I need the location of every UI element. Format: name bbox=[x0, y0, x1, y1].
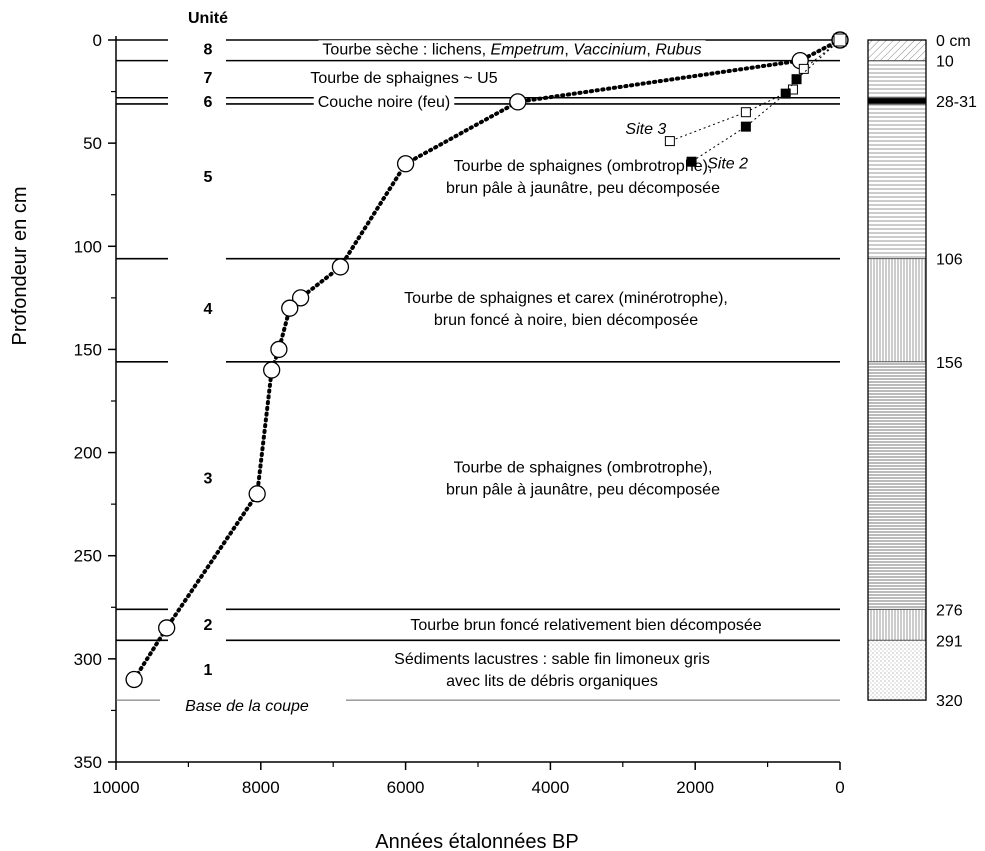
data-point-square-filled bbox=[686, 156, 697, 167]
column-depth-label: 291 bbox=[936, 633, 963, 650]
y-tick-label: 150 bbox=[74, 340, 102, 359]
series-label: Site 2 bbox=[707, 156, 748, 173]
base-label: Base de la coupe bbox=[185, 698, 309, 715]
unit-number: 8 bbox=[204, 41, 213, 58]
series-label: Site 3 bbox=[625, 121, 666, 138]
y-tick-label: 50 bbox=[83, 134, 102, 153]
x-tick-label: 4000 bbox=[531, 778, 569, 797]
column-depth-label: 10 bbox=[936, 54, 954, 71]
column-layer bbox=[868, 60, 926, 98]
label-background bbox=[318, 40, 706, 60]
unit-labels: 8 Tourbe sèche : lichens, Empetrum, Vacci… bbox=[204, 40, 762, 690]
y-tick-label: 300 bbox=[74, 650, 102, 669]
data-point-circle bbox=[331, 258, 350, 276]
data-point-square-open bbox=[798, 63, 809, 74]
unit-description: Tourbe sèche : lichens, Empetrum, Vaccin… bbox=[322, 41, 701, 58]
y-tick-label: 200 bbox=[74, 444, 102, 463]
column-layer bbox=[868, 103, 926, 259]
unit-number: 7 bbox=[204, 70, 213, 87]
data-point-circle bbox=[263, 361, 281, 379]
column-depth-label: 156 bbox=[936, 355, 963, 372]
y-tick-label: 250 bbox=[74, 547, 102, 566]
unit-description: brun pâle à jaunâtre, peu décomposée bbox=[446, 481, 720, 498]
unit-boundaries: Base de la coupe bbox=[116, 39, 840, 715]
x-axis-title: Années étalonnées BP bbox=[375, 831, 579, 851]
data-point-square-open bbox=[740, 107, 751, 118]
unit-description: Tourbe de sphaignes ~ U5 bbox=[310, 70, 497, 87]
unit-description: Tourbe brun foncé relativement bien déco… bbox=[410, 617, 761, 634]
label-background bbox=[313, 92, 455, 112]
column-layer bbox=[868, 609, 926, 641]
data-point-circle bbox=[396, 155, 415, 173]
data-series: Site 3 Site 2 bbox=[125, 31, 849, 689]
column-depth-label: 276 bbox=[936, 602, 963, 619]
column-depth-label: 106 bbox=[936, 252, 963, 269]
data-point-square-filled bbox=[780, 88, 791, 99]
column-depth-label: 28-31 bbox=[936, 94, 977, 111]
data-point-circle bbox=[248, 485, 266, 503]
stratigraphic-column: 0 cm 10 28-31 106 156 276 291 320 bbox=[867, 33, 977, 710]
unit-number: 4 bbox=[204, 301, 213, 318]
y-tick-label: 0 bbox=[93, 31, 102, 50]
unit-description: brun foncé à noire, bien décomposée bbox=[434, 312, 698, 329]
surface-square bbox=[833, 33, 847, 47]
unit-number: 3 bbox=[204, 470, 213, 487]
column-layer bbox=[868, 40, 926, 61]
column-outline bbox=[867, 39, 927, 701]
data-point-square-filled bbox=[740, 121, 751, 132]
unit-description: Sédiments lacustres : sable fin limoneux… bbox=[394, 651, 710, 668]
data-point-circle bbox=[291, 289, 310, 307]
unit-description: avec lits de débris organiques bbox=[446, 673, 658, 690]
units-header: Unité bbox=[188, 10, 228, 27]
column-layer bbox=[868, 258, 926, 362]
x-tick-label: 0 bbox=[835, 778, 844, 797]
axis-ticks: 10000 8000 6000 4000 2000 0 0 50 100 150 200 250 300… bbox=[74, 31, 845, 797]
data-point-circle bbox=[281, 299, 299, 317]
y-tick-label: 350 bbox=[74, 753, 102, 772]
series-line bbox=[132, 38, 842, 682]
series-line bbox=[669, 39, 841, 142]
data-point-circle bbox=[125, 670, 143, 689]
x-tick-label: 10000 bbox=[92, 778, 139, 797]
column-layer bbox=[868, 97, 926, 104]
series-line bbox=[691, 39, 841, 163]
unit-description: brun pâle à jaunâtre, peu décomposée bbox=[446, 180, 720, 197]
y-tick-label: 100 bbox=[74, 237, 102, 256]
data-point-square-open bbox=[664, 136, 675, 147]
unit-number: 5 bbox=[204, 169, 213, 186]
unit-description: Couche noire (feu) bbox=[318, 94, 451, 111]
data-point-circle bbox=[270, 340, 288, 359]
data-point-square-filled bbox=[791, 74, 802, 85]
column-depth-label: 320 bbox=[936, 693, 963, 710]
unit-number: 2 bbox=[204, 617, 213, 634]
data-point-circle bbox=[509, 93, 527, 111]
column-layer bbox=[868, 361, 926, 610]
unit-description: Tourbe de sphaignes (ombrotrophe), bbox=[454, 459, 713, 476]
x-tick-label: 2000 bbox=[676, 778, 714, 797]
x-tick-label: 8000 bbox=[242, 778, 280, 797]
unit-description: Tourbe de sphaignes (ombrotrophe), bbox=[454, 158, 713, 175]
column-depth-label: 0 cm bbox=[936, 33, 971, 50]
surface-circle bbox=[831, 31, 849, 49]
unit-number: 1 bbox=[204, 662, 213, 679]
unit-description: Tourbe de sphaignes et carex (minérotrop… bbox=[404, 290, 728, 307]
x-tick-label: 6000 bbox=[387, 778, 425, 797]
column-layer bbox=[868, 640, 926, 701]
unit-number: 6 bbox=[204, 94, 213, 111]
data-point-circle bbox=[158, 619, 176, 637]
y-axis-title: Profondeur en cm bbox=[9, 187, 31, 346]
